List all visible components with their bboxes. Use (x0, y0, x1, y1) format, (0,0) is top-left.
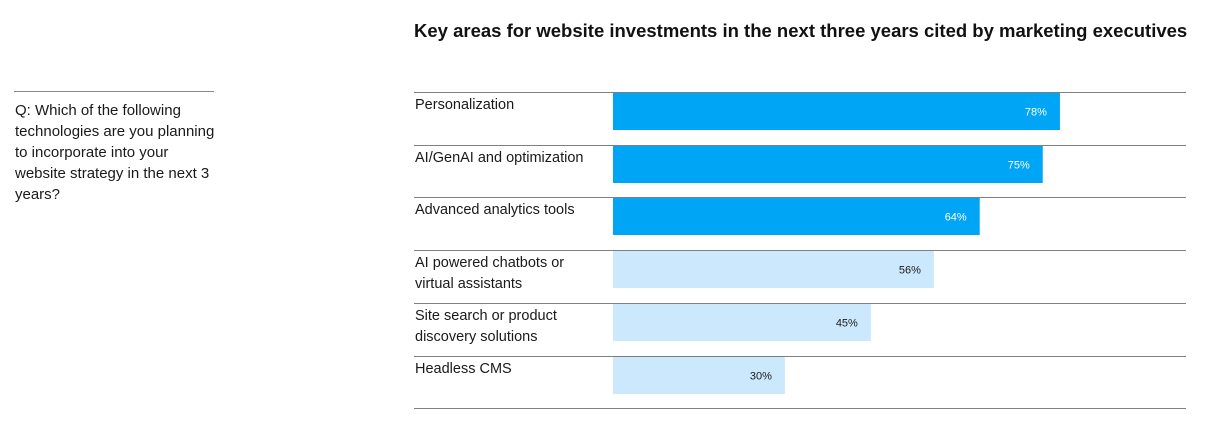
bar (613, 357, 785, 394)
category-label: Advanced analytics tools (415, 202, 575, 218)
survey-question: Q: Which of the following technologies a… (15, 102, 215, 203)
question-divider (14, 91, 214, 92)
bar (613, 93, 1060, 130)
bar (613, 146, 1043, 183)
category-label: Site search or product discovery solutio… (415, 308, 557, 345)
data-label: 45% (836, 318, 858, 330)
bar (613, 251, 934, 288)
data-label: 78% (1025, 107, 1047, 119)
category-label: Headless CMS (415, 361, 512, 377)
bar (613, 198, 980, 235)
bar (613, 304, 871, 341)
data-label: 64% (945, 212, 967, 224)
data-label: 75% (1008, 160, 1030, 172)
category-label: Personalization (415, 97, 515, 113)
data-label: 30% (750, 371, 772, 383)
category-label: AI powered chatbots or virtual assistant… (415, 255, 565, 292)
chart-title: Key areas for website investments in the… (414, 20, 1188, 41)
data-label: 56% (899, 265, 921, 277)
category-label: AI/GenAI and optimization (415, 150, 584, 166)
